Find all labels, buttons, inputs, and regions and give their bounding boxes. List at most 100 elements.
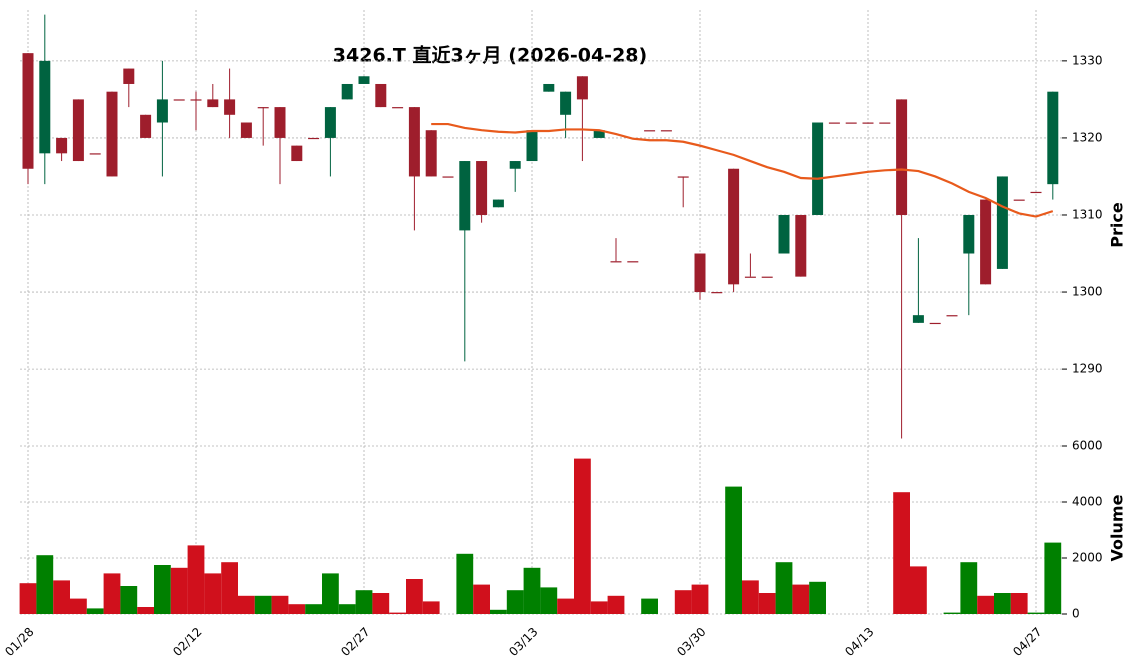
volume-bar	[523, 567, 541, 614]
candle-body	[1047, 91, 1059, 185]
candle-body	[694, 253, 706, 293]
volume-bar	[641, 598, 658, 614]
candle-body	[711, 292, 723, 294]
volume-bar	[288, 604, 306, 614]
candle-body	[106, 91, 118, 177]
volume-bar	[506, 590, 524, 614]
candle-body	[963, 214, 975, 254]
candle-body	[375, 83, 387, 108]
volume-bar	[691, 584, 709, 614]
y-tick-label: 1320	[1072, 130, 1103, 144]
y-axis-label: Volume	[1108, 494, 1127, 561]
candle-body	[308, 137, 320, 140]
x-tick-label: 02/27	[338, 625, 372, 659]
candle-body	[627, 261, 639, 263]
candle-body	[140, 114, 152, 138]
volume-bar	[540, 587, 558, 614]
candle-body	[980, 199, 992, 285]
candle-body	[560, 91, 572, 115]
volume-bar	[893, 492, 910, 614]
candle-body	[442, 176, 454, 178]
volume-bar	[758, 593, 776, 614]
candle-body	[879, 122, 891, 124]
volume-bar	[154, 565, 171, 614]
y-tick-label: 1300	[1072, 285, 1103, 299]
candle-body	[72, 99, 84, 162]
candle-body	[173, 99, 185, 101]
candle-body	[341, 83, 353, 100]
candle-body	[828, 122, 840, 124]
candle-body	[89, 153, 101, 155]
volume-bar	[187, 545, 205, 614]
candle-body	[425, 130, 437, 177]
volume-bar	[674, 590, 692, 614]
candle-body	[324, 107, 336, 138]
volume-bar	[238, 595, 255, 614]
volume-bar	[338, 604, 356, 614]
candle-body	[1030, 191, 1042, 194]
y-tick-label: 1330	[1072, 53, 1103, 67]
candle-body	[912, 315, 924, 323]
volume-bar	[977, 595, 994, 614]
volume-bar	[1010, 593, 1028, 614]
volume-bar	[557, 598, 574, 614]
candle-body	[795, 214, 807, 277]
candle-body	[677, 176, 689, 178]
candle-body	[862, 122, 874, 124]
volume-bar	[809, 581, 826, 614]
candle-body	[274, 107, 286, 138]
x-tick-label: 04/13	[842, 625, 876, 659]
candle-body	[257, 107, 269, 109]
candle-body	[929, 322, 941, 325]
x-tick-label: 04/27	[1010, 625, 1044, 659]
volume-bar	[406, 579, 423, 614]
candle-body	[509, 161, 521, 169]
candle-body	[123, 68, 135, 84]
x-tick-label: 01/28	[2, 625, 36, 659]
y-tick-label: 4000	[1072, 495, 1103, 509]
candle-body	[896, 99, 908, 215]
volume-bar	[960, 562, 978, 614]
candle-body	[291, 145, 303, 162]
volume-bar	[204, 573, 222, 614]
candle-body	[492, 199, 504, 208]
volume-bar	[271, 595, 289, 614]
volume-bar	[305, 604, 322, 614]
candle-body	[946, 315, 958, 317]
volume-bar	[792, 584, 810, 614]
volume-bar	[86, 608, 104, 614]
y-tick-label: 2000	[1072, 551, 1103, 565]
candle-body	[22, 53, 34, 169]
candle-body	[207, 99, 219, 108]
volume-bar	[221, 562, 238, 614]
candle-body	[156, 99, 168, 123]
candle-body	[644, 130, 656, 132]
volume-bar	[322, 573, 339, 614]
moving-average	[431, 122, 1054, 218]
candle-body	[39, 60, 51, 154]
volume-bar	[607, 595, 625, 614]
candle-body	[408, 107, 420, 177]
candle-body	[56, 137, 68, 154]
volume-bar	[355, 590, 373, 614]
candle-body	[778, 214, 790, 254]
candle-body	[576, 76, 588, 100]
volume-bar	[490, 609, 507, 614]
x-tick-label: 02/12	[170, 625, 204, 659]
volume-bar	[1044, 542, 1062, 614]
volume-bar	[574, 458, 591, 614]
candle-body	[1013, 199, 1025, 201]
volume-bar	[1027, 612, 1045, 614]
volume-bar	[19, 583, 37, 614]
volume-bar	[103, 573, 121, 614]
candle-body	[610, 261, 622, 263]
candle-body	[240, 122, 252, 138]
candle-body	[543, 83, 555, 92]
candle-body	[224, 99, 236, 115]
volume-bar	[994, 593, 1011, 614]
chart-title: 3426.T 直近3ヶ月 (2026-04-28)	[333, 44, 647, 67]
y-tick-label: 6000	[1072, 439, 1103, 453]
y-tick-label: 1310	[1072, 207, 1103, 221]
volume-bar	[70, 598, 87, 614]
